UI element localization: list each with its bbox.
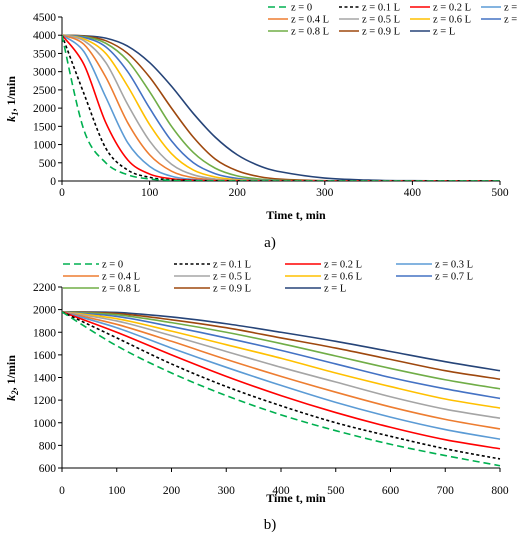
- x-tick-label: 500: [327, 485, 345, 497]
- series-line: [62, 311, 501, 450]
- y-tick-label: 800: [39, 440, 57, 452]
- legend-label: z = 0: [102, 260, 123, 271]
- x-tick-label: 400: [404, 187, 422, 199]
- x-tick-label: 0: [59, 485, 65, 497]
- series-line: [62, 311, 501, 467]
- y-tick-label: 2500: [33, 85, 56, 97]
- x-tick-label: 200: [229, 187, 247, 199]
- y-tick-label: 1200: [33, 395, 56, 407]
- series-line: [62, 311, 501, 390]
- legend-label: z = 0.8 L: [102, 284, 140, 295]
- y-axis-title-suffix: , 1/min: [4, 76, 18, 112]
- y-tick-label: 1800: [33, 327, 56, 339]
- y-tick-label: 1000: [33, 418, 56, 430]
- x-tick-label: 600: [382, 485, 400, 497]
- legend-label: z = L: [324, 284, 346, 295]
- chart-panel-a: 0 100 200 300 400 500 0 500 1000 1500 2000 2500 3000…: [4, 3, 519, 252]
- x-tick-label: 100: [108, 485, 126, 497]
- series-line: [62, 311, 501, 440]
- x-axis-title: Time t, min: [266, 491, 326, 505]
- legend-label: z = 0.6 L: [433, 15, 471, 26]
- y-tick-label: 4500: [33, 12, 56, 24]
- x-tick-label: 300: [316, 187, 334, 199]
- series-line: [62, 311, 501, 409]
- series-line: [62, 311, 501, 400]
- y-tick-label: 1600: [33, 350, 56, 362]
- legend-label: z = 0: [291, 3, 312, 14]
- panel-label: b): [264, 517, 277, 533]
- legend-label: z = 0.4 L: [291, 15, 329, 26]
- y-tick-label: 1500: [33, 121, 56, 133]
- x-tick-label: 100: [141, 187, 159, 199]
- y-tick-label: 1400: [33, 373, 56, 385]
- y-tick-label: 2000: [33, 305, 56, 317]
- series-line: [62, 311, 501, 430]
- chart-panel-b: 0 100 200 300 400 500 600 700 800 600 800 1000 1200 1…: [4, 260, 509, 534]
- series-line: [62, 34, 500, 181]
- y-tick-label: 4000: [33, 30, 56, 42]
- series-line: [62, 311, 501, 460]
- series-line: [62, 35, 500, 181]
- legend-label: z = 0.7 L: [435, 272, 473, 283]
- legend-label: z = 0.5 L: [362, 15, 400, 26]
- y-tick-label: 2200: [33, 282, 56, 294]
- series-line: [62, 34, 500, 181]
- legend-label: z = 0.3 L: [435, 260, 473, 271]
- y-tick-label: 0: [50, 176, 56, 188]
- legend-label: z = 0.2 L: [324, 260, 362, 271]
- y-tick-label: 3000: [33, 67, 56, 79]
- legend-label: z = 0.1 L: [213, 260, 251, 271]
- legend-label: z = 0.7 L: [504, 15, 519, 26]
- y-tick-label: 2000: [33, 103, 56, 115]
- y-axis-title-sub: 2: [10, 390, 20, 396]
- legend-label: z = 0.3 L: [504, 3, 519, 14]
- y-axis-title: k2, 1/min: [4, 355, 20, 401]
- legend-label: z = L: [433, 27, 455, 38]
- y-tick-label: 3500: [33, 48, 56, 60]
- series-line: [62, 34, 500, 181]
- legend-label: z = 0.9 L: [213, 284, 251, 295]
- y-tick-label: 500: [39, 158, 57, 170]
- x-tick-label: 500: [491, 187, 509, 199]
- x-axis-title: Time t, min: [266, 208, 326, 222]
- y-axis-title-main: k: [4, 395, 18, 401]
- legend-label: z = 0.5 L: [213, 272, 251, 283]
- legend-label: z = 0.2 L: [433, 3, 471, 14]
- y-axis-title-main: k: [4, 116, 18, 122]
- y-axis-title: k1, 1/min: [4, 76, 20, 122]
- y-axis-title-sub: 1: [10, 111, 20, 116]
- legend-label: z = 0.6 L: [324, 272, 362, 283]
- x-tick-label: 700: [437, 485, 455, 497]
- x-tick-label: 800: [491, 485, 509, 497]
- series-line: [62, 311, 501, 380]
- panel-label: a): [264, 235, 276, 251]
- x-tick-label: 0: [59, 187, 65, 199]
- series-line: [62, 311, 501, 420]
- y-tick-label: 600: [39, 463, 57, 475]
- y-tick-label: 1000: [33, 140, 56, 152]
- x-tick-label: 400: [272, 485, 290, 497]
- series-line: [62, 34, 500, 181]
- legend-label: z = 0.1 L: [362, 3, 400, 14]
- series-line: [62, 34, 500, 181]
- legend-label: z = 0.9 L: [362, 27, 400, 38]
- y-axis-title-suffix: , 1/min: [4, 355, 18, 391]
- x-tick-label: 200: [163, 485, 181, 497]
- legend-label: z = 0.8 L: [291, 27, 329, 38]
- x-tick-label: 300: [218, 485, 236, 497]
- series-line: [62, 311, 501, 372]
- legend-label: z = 0.4 L: [102, 272, 140, 283]
